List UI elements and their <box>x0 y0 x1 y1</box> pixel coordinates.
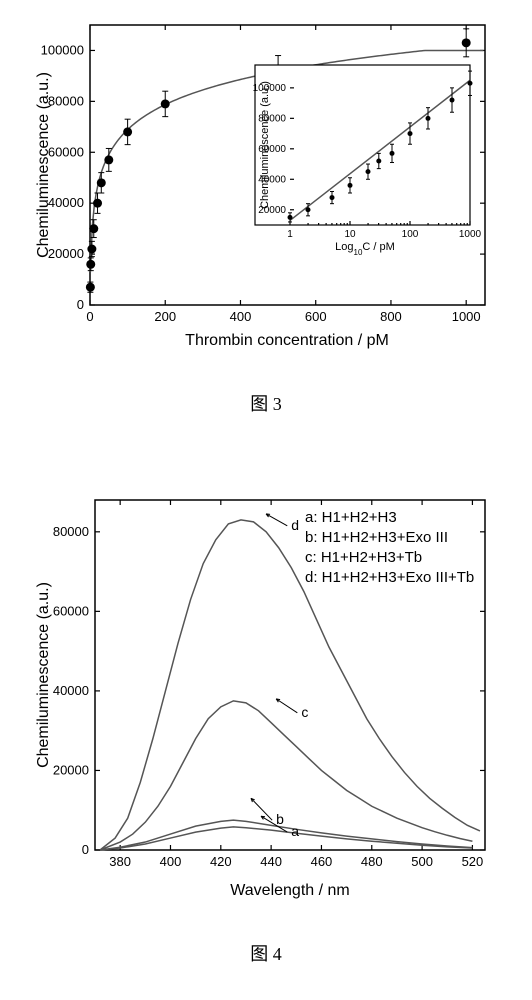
svg-text:380: 380 <box>109 854 131 869</box>
svg-text:100: 100 <box>402 229 419 240</box>
figure-3-container: 0 200 400 600 800 1000 0 20000 40000 60000 80000 1… <box>30 10 500 360</box>
svg-text:0: 0 <box>82 842 89 857</box>
figure-3-caption: 图 3 <box>226 390 306 416</box>
f4-axes <box>95 500 485 850</box>
svg-text:400: 400 <box>230 309 252 324</box>
svg-text:520: 520 <box>462 854 484 869</box>
f4-ylabel: Chemiluminescence (a.u.) <box>35 582 52 768</box>
svg-text:100000: 100000 <box>41 42 84 57</box>
svg-text:1: 1 <box>287 229 293 240</box>
svg-text:460: 460 <box>311 854 333 869</box>
svg-text:a: H1+H2+H3: a: H1+H2+H3 <box>305 509 397 526</box>
svg-text:400: 400 <box>160 854 182 869</box>
svg-text:420: 420 <box>210 854 232 869</box>
svg-text:20000: 20000 <box>53 762 89 777</box>
svg-text:0: 0 <box>77 297 84 312</box>
svg-text:80000: 80000 <box>53 524 89 539</box>
f4-xticks: 380 400 420 440 460 480 500 520 <box>109 500 483 869</box>
figure-4-svg: 380 400 420 440 460 480 500 520 0 20000 40000 6000… <box>30 480 500 910</box>
svg-text:d: d <box>291 517 299 533</box>
svg-text:1000: 1000 <box>459 229 482 240</box>
inset-ylabel: Chemiluminescence (a.u.) <box>259 81 271 209</box>
svg-text:480: 480 <box>361 854 383 869</box>
figure-4-container: 380 400 420 440 460 480 500 520 0 20000 40000 6000… <box>30 480 500 910</box>
svg-text:a: a <box>291 823 299 839</box>
svg-text:b: b <box>276 811 284 827</box>
svg-text:d: H1+H2+H3+Exo III+Tb: d: H1+H2+H3+Exo III+Tb <box>305 569 474 586</box>
f4-series-labels: ab c d <box>251 514 308 839</box>
svg-text:c: H1+H2+H3+Tb: c: H1+H2+H3+Tb <box>305 549 422 566</box>
inset-chart: 1101001000 20000400006000080000100000 Lo… <box>253 65 482 257</box>
inset-xlabel: Log10C / pM <box>335 241 395 257</box>
figure-3-svg: 0 200 400 600 800 1000 0 20000 40000 60000 80000 1… <box>30 10 500 360</box>
svg-text:200: 200 <box>154 309 176 324</box>
main-xlabel: Thrombin concentration / pM <box>185 332 389 349</box>
svg-text:60000: 60000 <box>48 144 84 159</box>
svg-text:1000: 1000 <box>452 309 481 324</box>
svg-text:40000: 40000 <box>53 683 89 698</box>
svg-text:600: 600 <box>305 309 327 324</box>
svg-text:20000: 20000 <box>48 246 84 261</box>
svg-text:80000: 80000 <box>48 93 84 108</box>
svg-text:10: 10 <box>344 229 356 240</box>
svg-text:500: 500 <box>411 854 433 869</box>
f4-xlabel: Wavelength / nm <box>230 882 349 899</box>
svg-text:b: H1+H2+H3+Exo III: b: H1+H2+H3+Exo III <box>305 529 448 546</box>
svg-text:40000: 40000 <box>48 195 84 210</box>
main-ylabel: Chemiluminescence (a.u.) <box>35 72 52 258</box>
svg-text:800: 800 <box>380 309 402 324</box>
svg-text:c: c <box>301 704 308 720</box>
svg-text:60000: 60000 <box>53 603 89 618</box>
f4-legend: a: H1+H2+H3 b: H1+H2+H3+Exo III c: H1+H2+H… <box>305 509 474 586</box>
svg-text:440: 440 <box>260 854 282 869</box>
figure-4-caption: 图 4 <box>226 940 306 966</box>
svg-text:0: 0 <box>86 309 93 324</box>
